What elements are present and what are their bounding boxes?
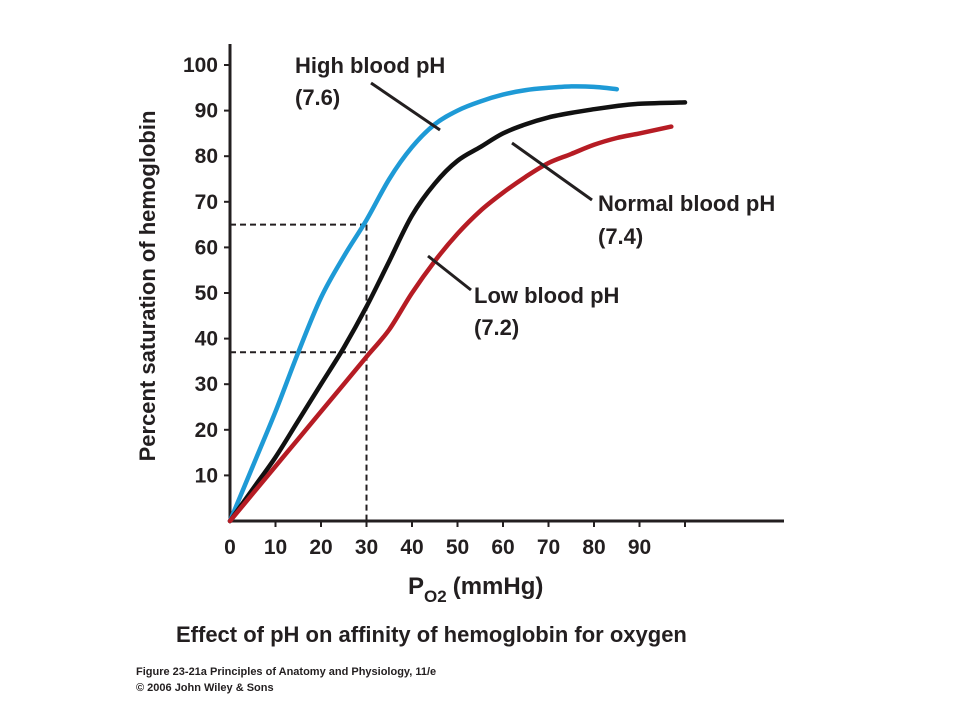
- reference-lines: [230, 223, 368, 521]
- x-tick-label: 40: [400, 536, 423, 559]
- normal-ph-value: (7.4): [598, 224, 643, 249]
- x-tick-label: 80: [582, 536, 605, 559]
- x-tick-label: 0: [224, 536, 236, 559]
- credit-line-2: © 2006 John Wiley & Sons: [136, 682, 274, 694]
- axis-ticks: 0 10 20 30 40 50 60 70 80 90 10 20 30 40 50 60 70 80 90 100: [183, 54, 686, 559]
- credit-line-1: Figure 23-21a Principles of Anatomy and …: [136, 666, 437, 678]
- low-ph-label: Low blood pH: [474, 283, 619, 308]
- x-tick-label: 30: [355, 536, 378, 559]
- x-axis-label-main: P: [408, 573, 424, 600]
- high-ph-label: High blood pH: [295, 53, 445, 78]
- y-tick-label: 50: [195, 282, 218, 305]
- y-tick-label: 80: [195, 145, 218, 168]
- low-ph-value: (7.2): [474, 315, 519, 340]
- x-axis-label-unit: (mmHg): [453, 573, 544, 600]
- y-tick-label: 100: [183, 54, 218, 77]
- x-tick-label: 70: [537, 536, 560, 559]
- high-ph-value: (7.6): [295, 85, 340, 110]
- y-tick-label: 10: [195, 464, 218, 487]
- y-tick-label: 90: [195, 100, 218, 123]
- y-axis-label: Percent saturation of hemoglobin: [135, 111, 160, 462]
- low-ph-leader: [427, 254, 472, 292]
- high-ph-curve: [227, 84, 620, 524]
- curves: [227, 84, 688, 524]
- x-tick-label: 20: [309, 536, 332, 559]
- low-ph-curve: [227, 124, 674, 524]
- x-tick-label: 50: [446, 536, 469, 559]
- y-tick-label: 70: [195, 191, 218, 214]
- x-tick-label: 60: [491, 536, 514, 559]
- y-tick-label: 60: [195, 236, 218, 259]
- y-tick-label: 30: [195, 373, 218, 396]
- x-tick-label: 10: [264, 536, 287, 559]
- normal-ph-curve: [227, 100, 688, 524]
- high-ph-leader: [370, 81, 441, 132]
- x-tick-label: 90: [628, 536, 651, 559]
- figure-caption: Effect of pH on affinity of hemoglobin f…: [176, 622, 687, 647]
- figure-credit: Figure 23-21a Principles of Anatomy and …: [136, 664, 436, 696]
- y-tick-label: 20: [195, 419, 218, 442]
- y-tick-label: 40: [195, 328, 218, 351]
- normal-ph-label: Normal blood pH: [598, 191, 775, 216]
- x-axis-label-subscript: O2: [424, 587, 447, 606]
- normal-ph-leader: [511, 141, 593, 202]
- x-axis-label: PO2 (mmHg): [408, 573, 543, 606]
